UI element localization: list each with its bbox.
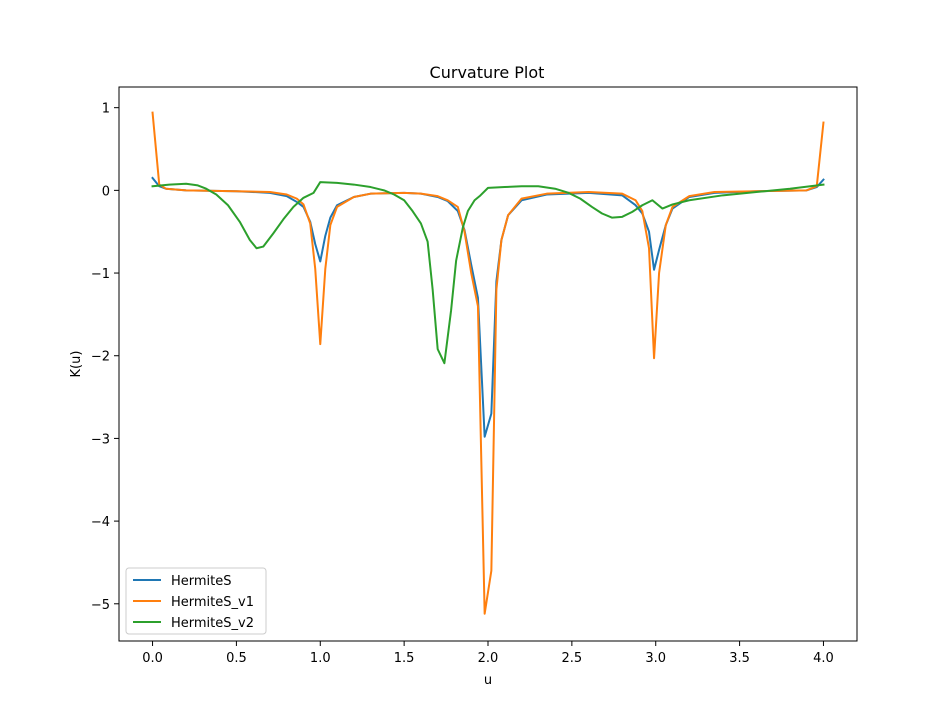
- legend-box: [125, 567, 267, 635]
- y-tick-label: −3: [91, 432, 110, 447]
- y-tick-label: 0: [102, 184, 110, 199]
- x-tick-label: 0.0: [142, 651, 163, 666]
- series-layer: [151, 111, 825, 615]
- legend-label: HermiteS_v1: [171, 595, 254, 610]
- y-tick-label: −5: [91, 598, 110, 613]
- legend-label: HermiteS_v2: [171, 616, 254, 631]
- x-tick-label: 2.0: [478, 651, 499, 666]
- plot-frame: [118, 86, 858, 642]
- x-tick-label: 1.5: [394, 651, 415, 666]
- x-tick-label: 4.0: [813, 651, 834, 666]
- legend-label: HermiteS: [171, 574, 232, 589]
- legend-entries: HermiteS HermiteS_v1 HermiteS_v2: [133, 574, 254, 631]
- series-line-hermites: [151, 176, 825, 438]
- series-line-hermites-v2: [151, 181, 825, 365]
- x-tick-label: 2.5: [562, 651, 583, 666]
- y-axis-label: K(u): [69, 351, 84, 378]
- y-tick-label: −4: [91, 515, 110, 530]
- series-line-hermites-v1: [151, 111, 825, 615]
- y-tick-label: −1: [91, 267, 110, 282]
- x-tick-label: 3.0: [645, 651, 666, 666]
- y-tick-label: −2: [91, 350, 110, 365]
- chart-title: Curvature Plot: [430, 63, 545, 82]
- x-tick-label: 1.0: [310, 651, 331, 666]
- x-axis-label: u: [484, 673, 492, 688]
- y-tick-label: 1: [102, 102, 110, 117]
- x-tick-label: 0.5: [226, 651, 247, 666]
- legend: HermiteS HermiteS_v1 HermiteS_v2: [125, 567, 267, 635]
- x-tick-label: 3.5: [729, 651, 750, 666]
- y-axis-ticks: 1 0 −1 −2 −3 −4 −5: [91, 102, 119, 613]
- x-axis-ticks: 0.0 0.5 1.0 1.5 2.0 2.5 3.0 3.5 4.0: [142, 641, 834, 666]
